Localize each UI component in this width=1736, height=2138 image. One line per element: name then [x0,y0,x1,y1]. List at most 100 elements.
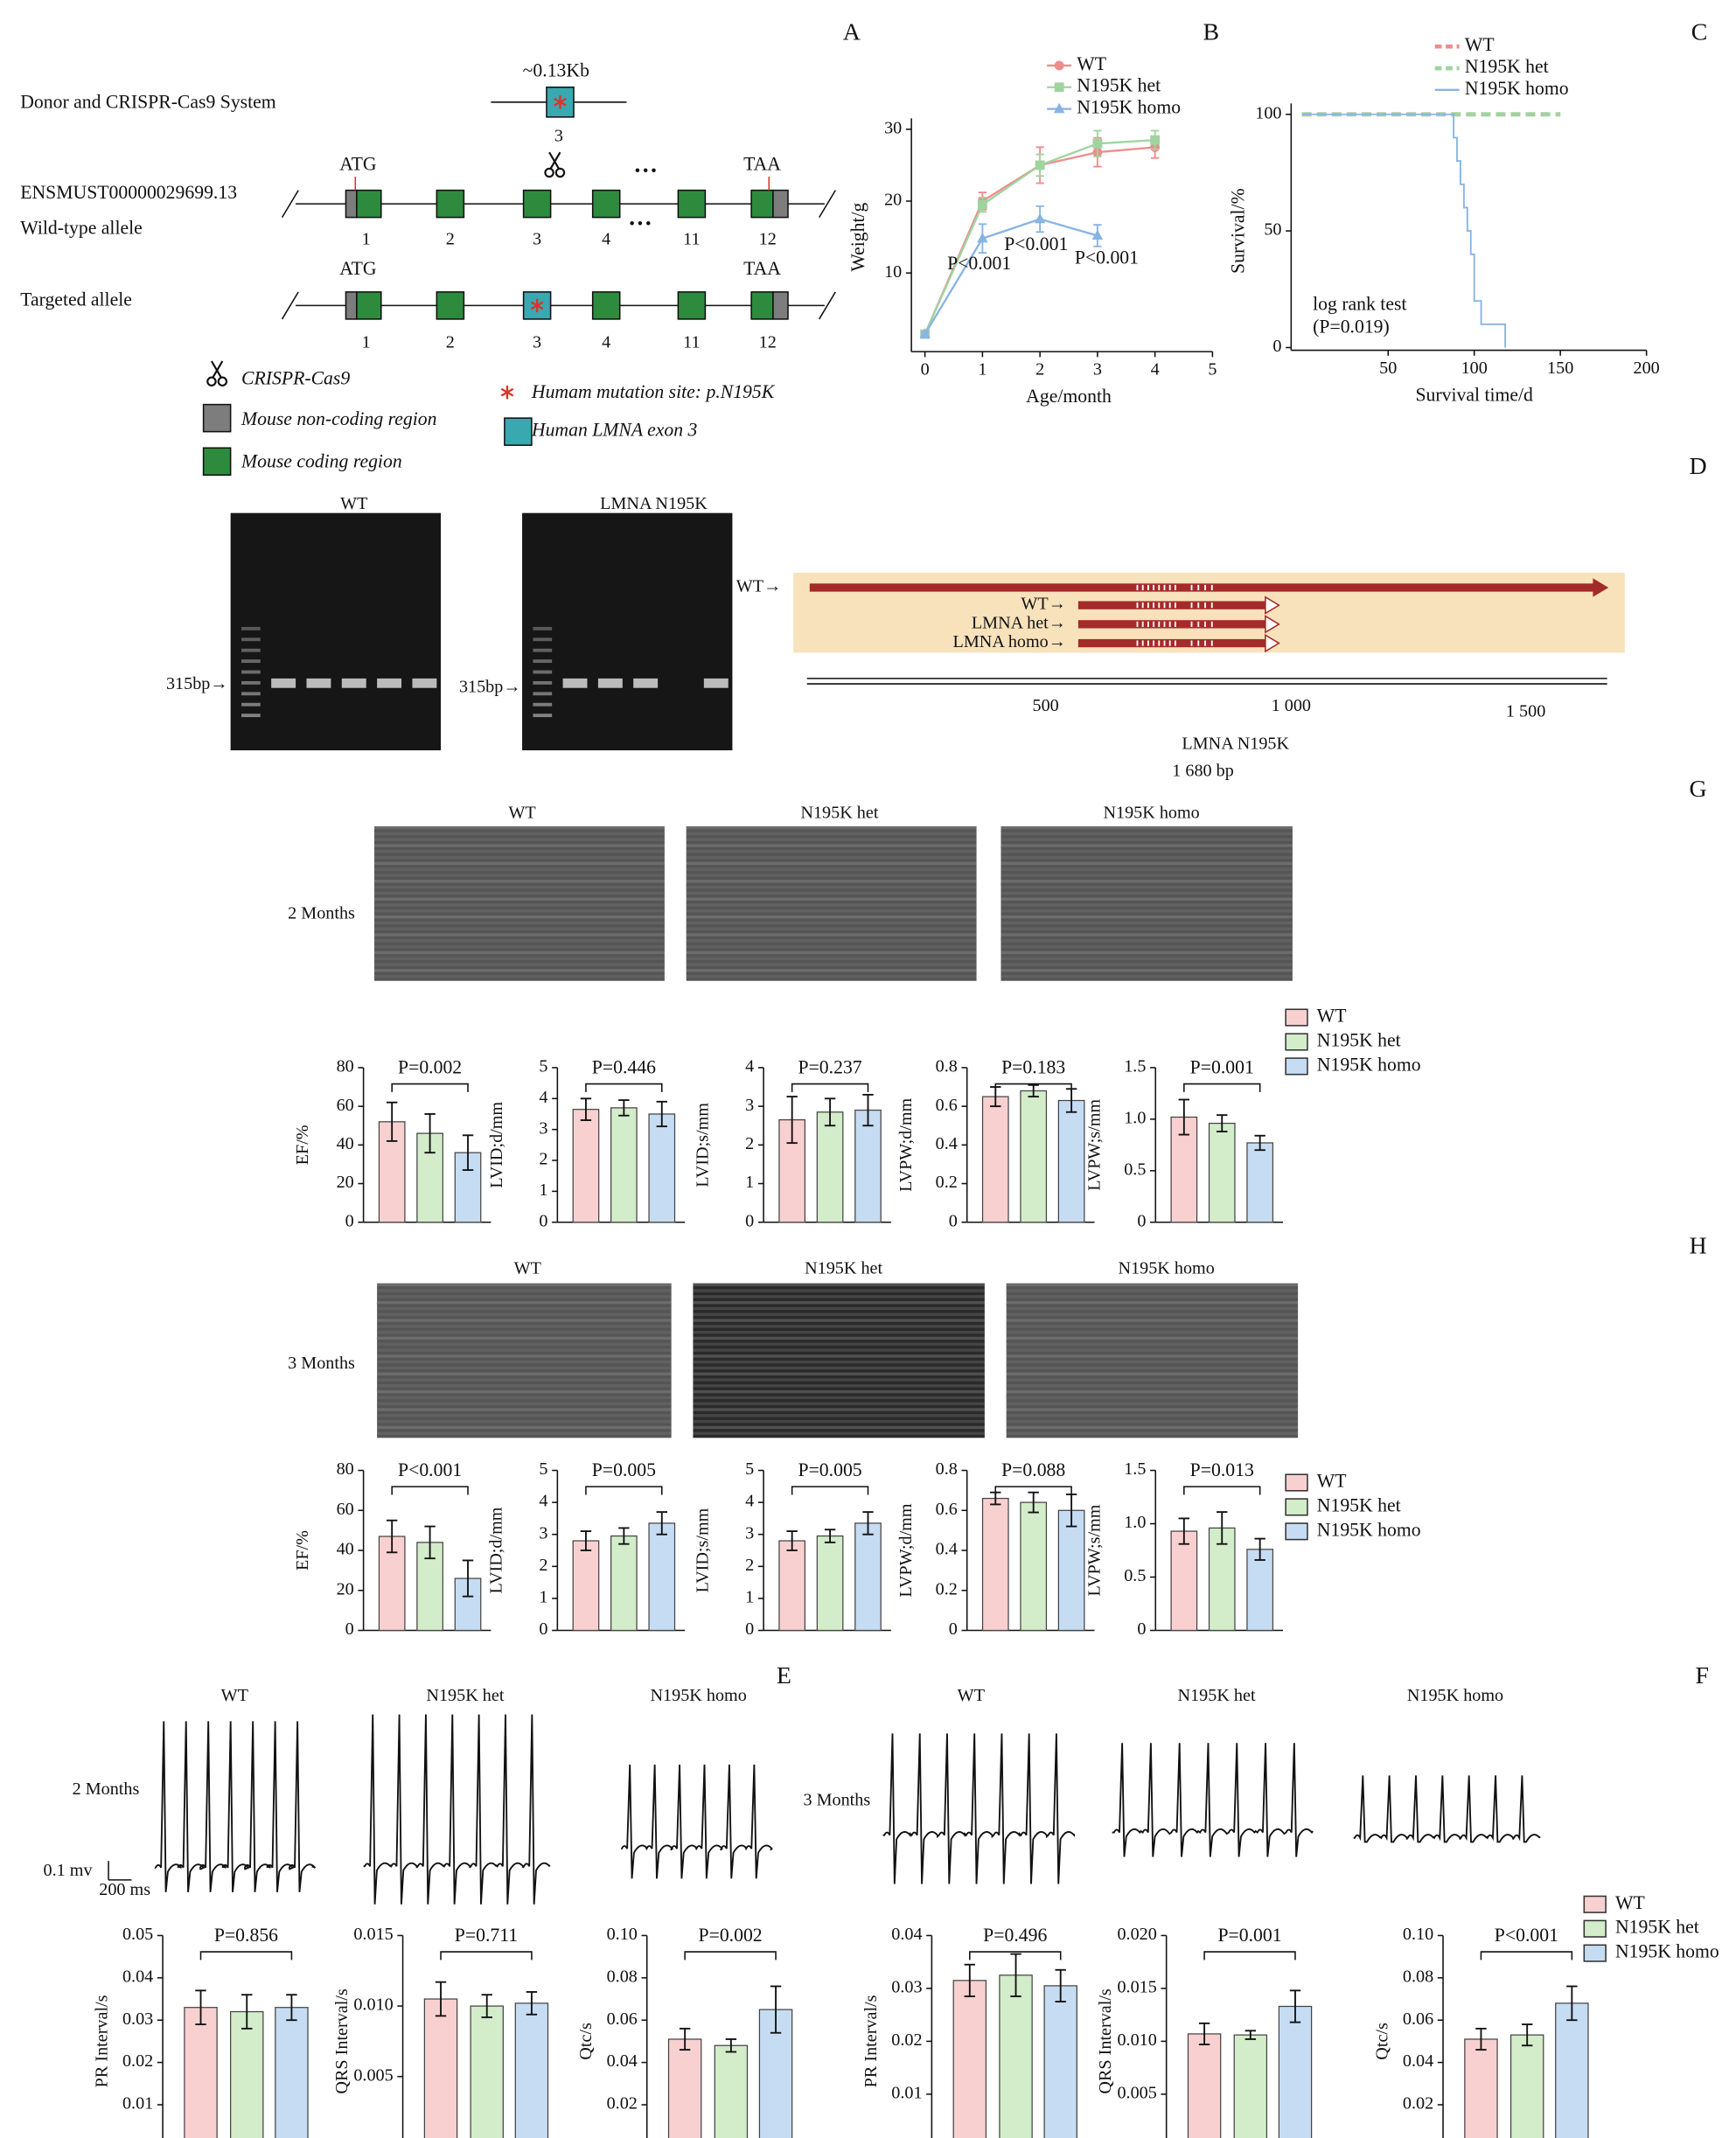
bar [572,1540,600,1632]
mismatch-tick [1197,602,1200,609]
mismatch-tick [1168,602,1171,609]
y-tick-label: 20 [337,1579,354,1598]
panel-label: F [1695,1662,1709,1689]
echo-texture [1000,838,1293,841]
echo-texture [1000,921,1293,925]
error-bar [862,1093,874,1127]
echo-texture [377,1408,672,1411]
echo-texture [693,1425,985,1430]
error-bar [195,1989,206,2025]
mismatch-tick [1136,602,1139,609]
annotation: (P=0.019) [1313,317,1390,338]
y-tick-label: 2 [745,1556,754,1575]
mismatch-tick [1197,584,1200,591]
significance-bracket [791,1083,869,1092]
echo-texture [693,1389,985,1394]
ladder-band [533,692,553,696]
handle [544,167,554,178]
mismatch-tick [1197,640,1200,646]
bar [1020,1501,1048,1632]
y-tick-label: 1.0 [1124,1513,1146,1532]
y-tick-label: 0.8 [936,1459,958,1479]
y-axis-title: LVPW;s/mm [1085,1099,1105,1191]
read-arrow [1077,601,1265,609]
gel-marker: 315bp→ [166,674,228,693]
echo-texture [1006,1283,1299,1286]
y-tick-label: 0 [745,1619,754,1639]
echo-texture [693,1360,985,1364]
echo-bg [1006,1283,1299,1438]
p-value: P=0.446 [592,1056,656,1077]
point [977,232,988,243]
echo-texture [1006,1402,1299,1405]
y-axis-title: LVPW;d/mm [896,1503,916,1597]
y-tick-label: 0.6 [936,1500,958,1519]
echo-texture [1006,1396,1299,1400]
echo-texture [686,939,977,943]
echo-texture [686,921,977,925]
echo-texture [377,1425,672,1430]
echo-texture [693,1336,985,1341]
mismatch-tick [1158,584,1161,591]
gel-band [703,678,729,688]
echo-texture [686,855,977,860]
echo-texture [374,903,665,907]
echo-texture [377,1372,672,1375]
scissors-icon [544,151,566,178]
y-axis-title: Survival/% [1227,188,1248,274]
echo-texture [377,1360,672,1364]
mismatch-tick [1163,621,1166,627]
y-axis-title: Qtc/s [1372,2023,1391,2060]
panel-label: G [1690,776,1707,803]
y-tick-label: 0 [949,1211,958,1230]
x-axis-title: Age/month [1026,386,1112,407]
bar [184,2007,218,2138]
echo-texture [377,1283,672,1286]
echo-texture [1000,909,1293,913]
echo-texture [693,1300,985,1305]
echo-texture [374,891,665,895]
bar [854,1109,882,1223]
significance-bracket [1480,1951,1573,1960]
error-bar [286,1994,297,2022]
series-line [924,218,1098,335]
y-tick-label: 0.10 [607,1925,638,1944]
echo-texture [686,832,977,836]
echo-texture [693,1313,985,1316]
echo-texture [686,969,977,972]
echo-texture [377,1431,672,1435]
annotation: log rank test [1313,293,1406,314]
echo-texture [377,1419,672,1424]
significance-bracket [199,1951,293,1960]
bar [1043,1985,1077,2138]
mismatch-tick [1153,584,1155,591]
bar [778,1540,806,1632]
mismatch-tick [1174,621,1176,627]
y-tick-label: 0 [539,1211,547,1230]
error-bar [580,1530,592,1551]
x-tick-label: 150 [1547,359,1573,378]
error-bar [679,2027,691,2051]
echo-texture [374,957,665,960]
y-tick-label: 0 [1137,1211,1146,1230]
mismatch-tick [1168,640,1171,646]
exon-number: 3 [533,230,541,249]
echo-texture [374,909,665,913]
exon-number: 2 [446,332,455,352]
star-stroke [500,387,514,397]
gel-image [230,512,442,751]
error-bar [1178,1098,1190,1136]
y-tick-label: 0.005 [353,2065,393,2085]
mismatch-tick [1153,621,1155,627]
echo-texture [686,957,977,960]
row-label: 2 Months [288,903,355,923]
bar [1208,1122,1236,1223]
echo-texture [374,880,665,883]
echo-texture [1000,963,1293,966]
ladder-band [241,659,261,664]
y-tick-label: 0.04 [122,1967,153,1986]
bar [1509,2034,1544,2138]
ecg-title: WT [221,1686,248,1705]
echo-texture [374,974,665,978]
exon-number: 4 [602,332,610,352]
